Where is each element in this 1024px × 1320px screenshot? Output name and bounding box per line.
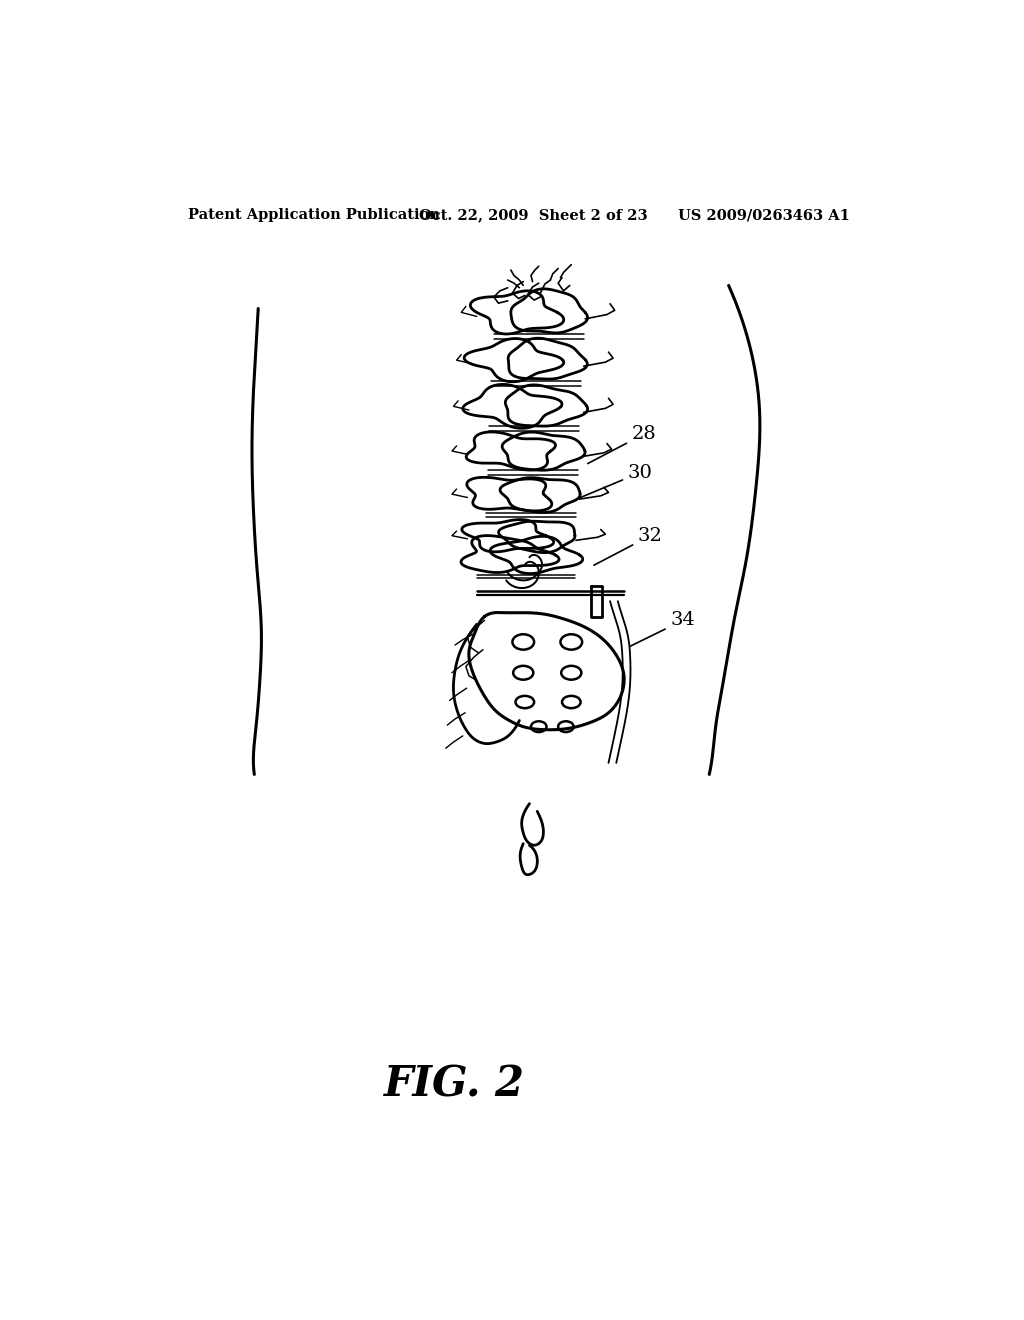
Text: 34: 34	[631, 611, 695, 645]
Text: 30: 30	[580, 463, 652, 498]
Text: FIG. 2: FIG. 2	[384, 1063, 524, 1105]
Text: 28: 28	[588, 425, 656, 463]
Text: Oct. 22, 2009  Sheet 2 of 23: Oct. 22, 2009 Sheet 2 of 23	[419, 209, 647, 223]
Text: US 2009/0263463 A1: US 2009/0263463 A1	[678, 209, 850, 223]
Text: Patent Application Publication: Patent Application Publication	[188, 209, 440, 223]
Text: 32: 32	[594, 527, 663, 565]
